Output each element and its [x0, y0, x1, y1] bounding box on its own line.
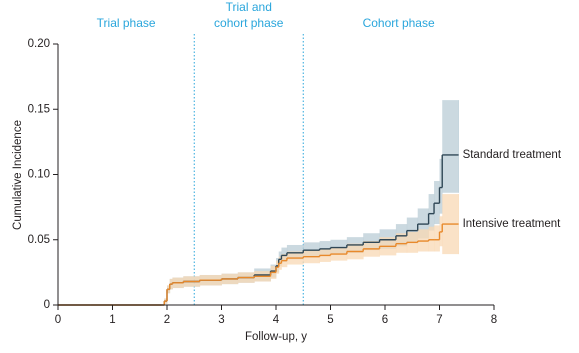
- x-tick-label: 6: [382, 314, 388, 326]
- confidence-band: [434, 225, 440, 252]
- phase-label: cohort phase: [214, 16, 284, 30]
- confidence-band: [428, 194, 435, 231]
- legend-label: Standard treatment: [463, 149, 562, 161]
- y-axis-title: Cumulative Incidence: [12, 120, 24, 230]
- confidence-band: [442, 100, 459, 193]
- phase-label: Trial and: [226, 0, 272, 14]
- x-tick-label: 4: [273, 314, 280, 326]
- y-tick-label: 0.20: [28, 38, 50, 50]
- y-tick-label: 0.10: [28, 169, 50, 181]
- phase-label: Trial phase: [97, 16, 156, 30]
- x-tick-label: 2: [164, 314, 170, 326]
- x-tick-label: 8: [491, 314, 497, 326]
- x-tick-label: 7: [436, 314, 442, 326]
- y-tick-label: 0: [44, 299, 50, 311]
- confidence-band: [439, 158, 443, 214]
- x-axis-title: Follow-up, y: [245, 331, 307, 343]
- x-tick-label: 1: [109, 314, 115, 326]
- x-tick-label: 5: [327, 314, 333, 326]
- x-tick-label: 3: [218, 314, 224, 326]
- phase-label: Cohort phase: [363, 16, 435, 30]
- legend-label: Intensive treatment: [463, 218, 562, 230]
- x-tick-label: 0: [55, 314, 61, 326]
- y-tick-label: 0.05: [28, 234, 50, 246]
- y-tick-label: 0.15: [28, 103, 50, 115]
